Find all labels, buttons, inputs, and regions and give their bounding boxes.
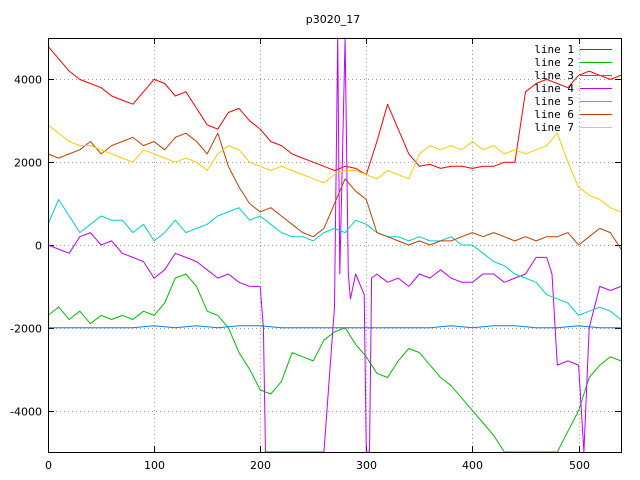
series-line-3 [48,325,621,329]
plot-frame [48,38,622,453]
legend-label: line 7 [534,121,574,134]
y-tick-label: -4000 [10,406,42,419]
x-tick-label: 400 [462,459,483,472]
legend-label: line 1 [534,43,574,56]
x-tick-label: 100 [144,459,165,472]
x-tick-label: 300 [356,459,377,472]
series-line-5 [47,199,622,320]
legend-label: line 3 [534,69,574,82]
chart-title: p3020_17 [306,13,360,26]
series-line-1 [47,45,622,176]
axis-ticks: 0 100 200 300 400 500 -4000 -2000 0 2000 4000 [10,38,621,472]
x-tick-label: 500 [569,459,590,472]
legend-label: line 5 [534,95,574,108]
x-tick-label: 0 [45,459,52,472]
y-tick-label: 4000 [14,74,42,87]
series-line-4 [47,37,622,453]
series-line-7 [47,124,622,213]
y-tick-label: -2000 [10,323,42,336]
series-line-6 [47,132,622,250]
y-tick-label: 2000 [14,157,42,170]
series-layer [47,37,622,453]
x-tick-label: 200 [250,459,271,472]
legend-label: line 4 [534,82,574,95]
y-tick-label: 0 [35,240,42,253]
legend-label: line 6 [534,108,574,121]
legend-label: line 2 [534,56,574,69]
